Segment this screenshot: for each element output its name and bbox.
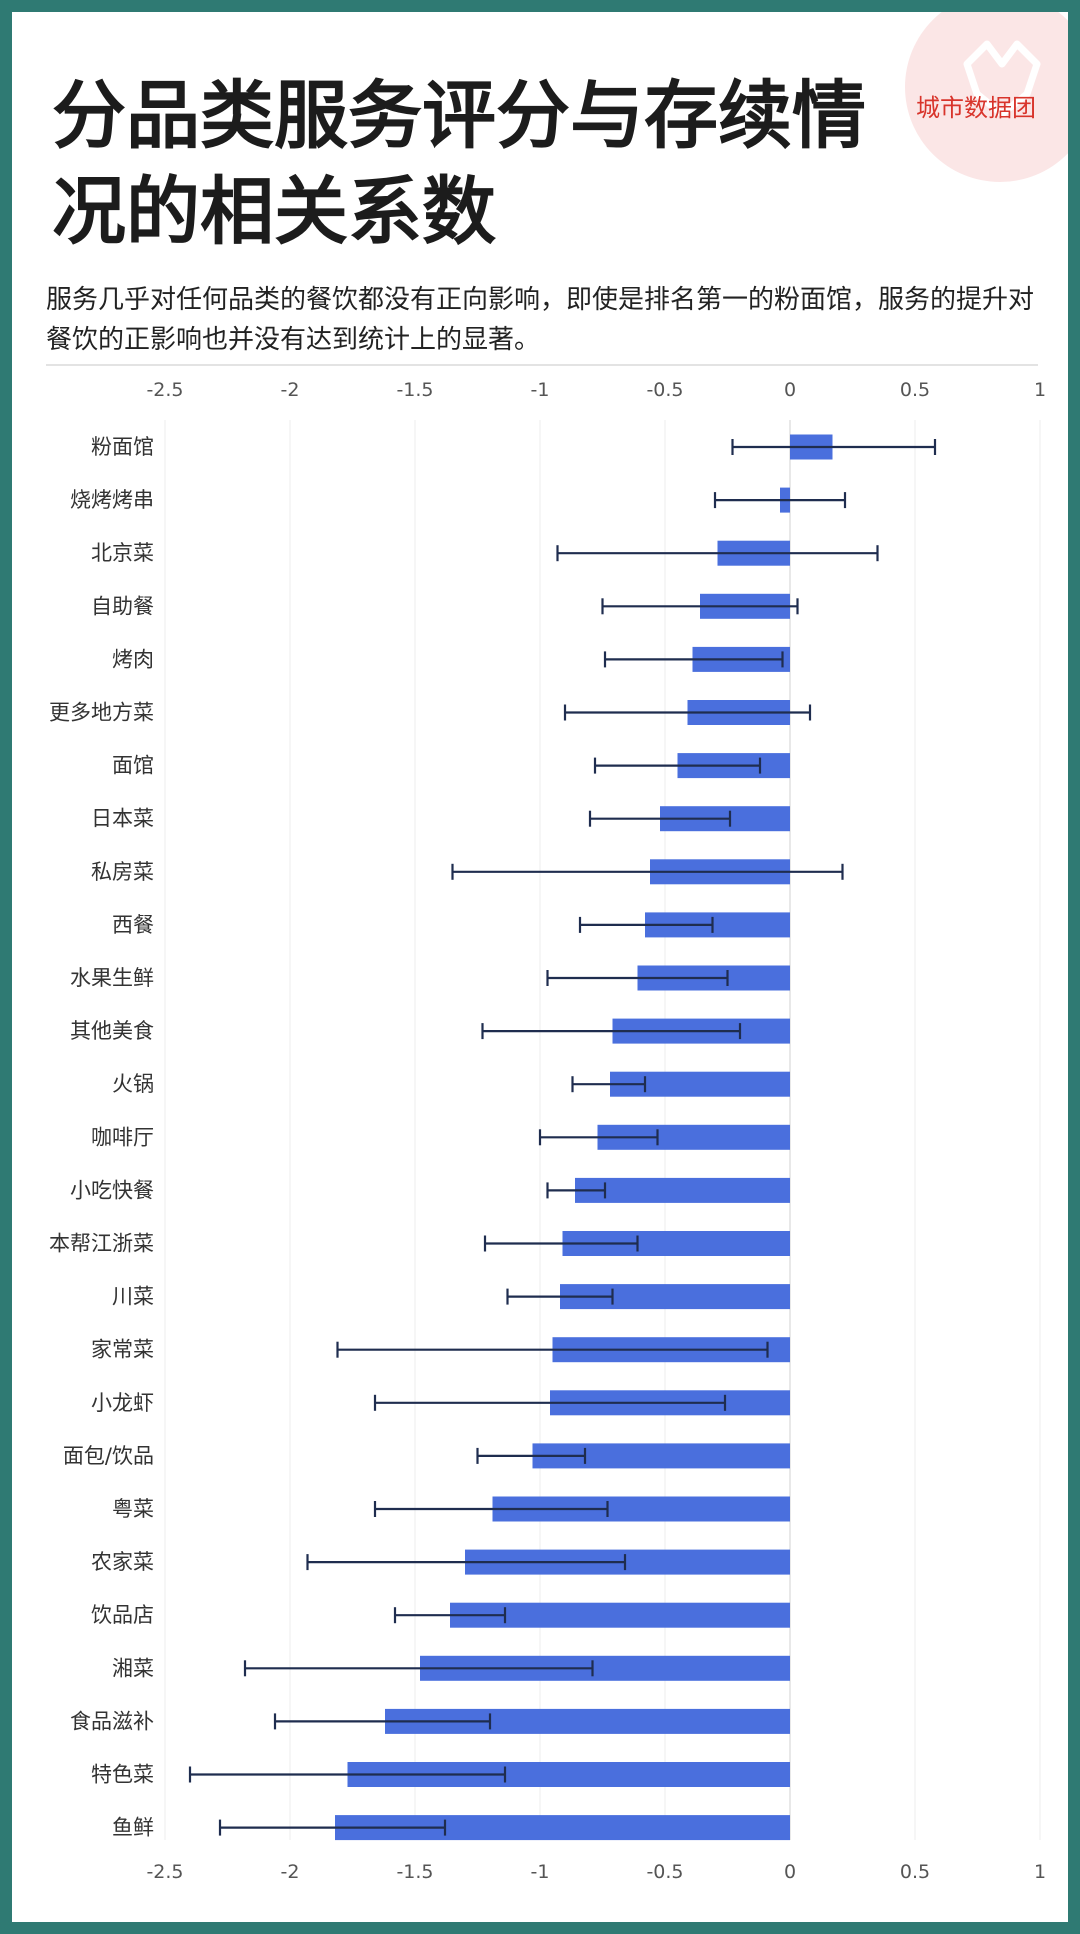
x-tick-label-bottom: 0.5: [900, 1861, 930, 1883]
category-label: 火锅: [112, 1072, 154, 1096]
category-label: 湘菜: [112, 1656, 154, 1680]
brand-name: 城市数据团: [916, 94, 1036, 122]
category-label: 农家菜: [91, 1550, 154, 1574]
category-label: 烤肉: [112, 647, 154, 671]
x-tick-label-bottom: -0.5: [646, 1861, 683, 1883]
category-label: 咖啡厅: [91, 1125, 154, 1149]
category-label: 私房菜: [91, 860, 154, 884]
x-tick-label-bottom: 0: [784, 1861, 796, 1883]
category-label: 更多地方菜: [49, 701, 154, 725]
category-label: 小龙虾: [91, 1391, 154, 1415]
category-label: 川菜: [112, 1285, 154, 1309]
category-label: 面馆: [112, 754, 154, 778]
category-label: 日本菜: [91, 807, 154, 831]
x-tick-label-bottom: -1.5: [396, 1861, 433, 1883]
category-label: 食品滋补: [70, 1709, 154, 1733]
page-title: 分品类服务评分与存续情况的相关系数: [52, 73, 866, 255]
bar: [575, 1177, 790, 1203]
x-tick-label-top: -1: [531, 379, 550, 401]
x-tick-label-bottom: 1: [1034, 1861, 1046, 1883]
x-tick-label-top: -0.5: [646, 379, 683, 401]
category-label: 家常菜: [91, 1338, 154, 1362]
category-label: 本帮江浙菜: [49, 1232, 154, 1256]
category-label: 烧烤烤串: [70, 488, 154, 512]
category-label: 饮品店: [91, 1603, 154, 1627]
logo-icon: [963, 40, 1041, 118]
category-label: 鱼鲜: [112, 1816, 154, 1840]
category-label: 特色菜: [91, 1763, 154, 1787]
divider: [46, 364, 1038, 366]
category-label: 其他美食: [70, 1019, 154, 1043]
category-label: 面包/饮品: [63, 1444, 154, 1468]
x-tick-label-top: 1: [1034, 379, 1046, 401]
x-tick-label-top: 0: [784, 379, 796, 401]
category-label: 粉面馆: [91, 435, 154, 459]
bar: [450, 1602, 790, 1628]
x-tick-label-top: 0.5: [900, 379, 930, 401]
x-tick-label-bottom: -1: [531, 1861, 550, 1883]
x-tick-label-bottom: -2.5: [146, 1861, 183, 1883]
x-tick-label-top: -2: [281, 379, 300, 401]
category-label: 自助餐: [91, 594, 154, 618]
category-label: 粤菜: [112, 1497, 154, 1521]
category-label: 小吃快餐: [70, 1178, 154, 1202]
category-label: 北京菜: [91, 541, 154, 565]
page-subtitle: 服务几乎对任何品类的餐饮都没有正向影响，即使是排名第一的粉面馆，服务的提升对餐饮…: [46, 285, 1035, 355]
x-tick-label-bottom: -2: [281, 1861, 300, 1883]
category-label: 西餐: [112, 913, 154, 937]
x-tick-label-top: -1.5: [396, 379, 433, 401]
x-tick-label-top: -2.5: [146, 379, 183, 401]
logo-badge: [905, 12, 1068, 182]
category-label: 水果生鲜: [70, 966, 154, 990]
